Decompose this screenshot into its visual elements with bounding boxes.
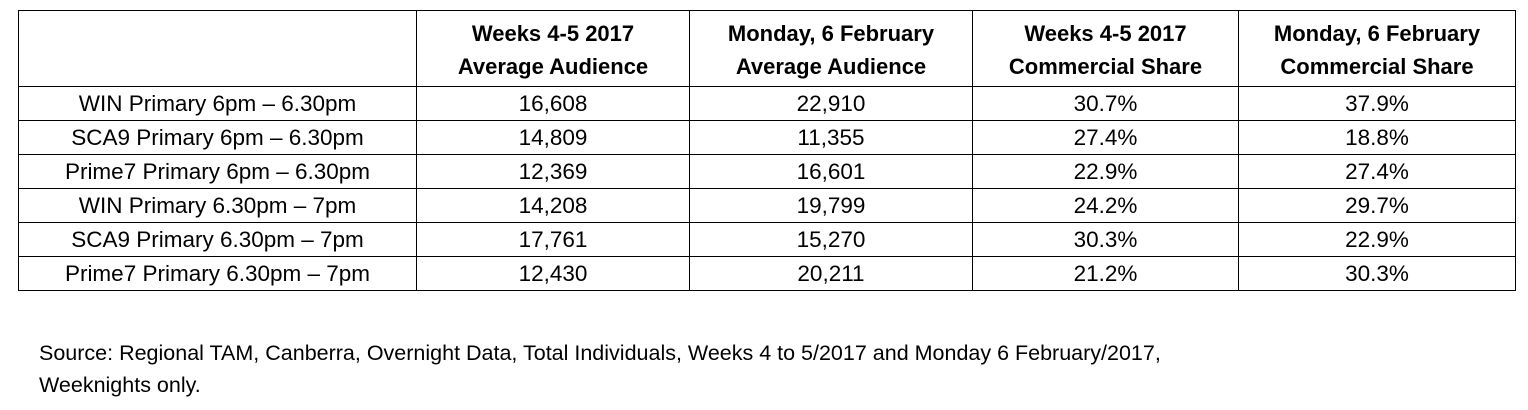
source-note: Source: Regional TAM, Canberra, Overnigh…: [39, 337, 1509, 401]
row-label-cell: WIN Primary 6.30pm – 7pm: [18, 188, 417, 223]
header-line: Commercial Share: [1008, 53, 1203, 79]
table-row: Prime7 Primary 6.30pm – 7pm 12,430 20,21…: [18, 256, 1516, 291]
table-row: SCA9 Primary 6.30pm – 7pm 17,761 15,270 …: [18, 222, 1516, 257]
header-cell-weeks-average-audience: Weeks 4-5 2017 Average Audience: [416, 10, 690, 87]
table-cell: 21.2%: [972, 256, 1239, 291]
header-line: Weeks 4-5 2017: [471, 20, 635, 46]
table-cell: 37.9%: [1238, 86, 1516, 121]
table-cell: 11,355: [689, 120, 973, 155]
table-cell: 27.4%: [1238, 154, 1516, 189]
header-line: Average Audience: [735, 53, 927, 79]
source-note-line: Weeknights only.: [39, 373, 201, 397]
row-label-cell: SCA9 Primary 6.30pm – 7pm: [18, 222, 417, 257]
table-cell: 18.8%: [1238, 120, 1516, 155]
table-header-row: Weeks 4-5 2017 Average Audience Monday, …: [18, 10, 1516, 87]
header-line: Average Audience: [457, 53, 649, 79]
header-line: Commercial Share: [1280, 53, 1474, 79]
table-cell: 22,910: [689, 86, 973, 121]
table-cell: 14,208: [416, 188, 690, 223]
table-cell: 24.2%: [972, 188, 1239, 223]
header-cell-blank: [18, 10, 417, 87]
table-row: WIN Primary 6pm – 6.30pm 16,608 22,910 3…: [18, 86, 1516, 121]
table-cell: 16,608: [416, 86, 690, 121]
row-label-cell: WIN Primary 6pm – 6.30pm: [18, 86, 417, 121]
table-cell: 12,430: [416, 256, 690, 291]
ratings-table-container: Weeks 4-5 2017 Average Audience Monday, …: [18, 10, 1516, 291]
header-cell-monday-average-audience: Monday, 6 February Average Audience: [689, 10, 973, 87]
source-note-line: Source: Regional TAM, Canberra, Overnigh…: [39, 341, 1161, 365]
table-cell: 19,799: [689, 188, 973, 223]
table-cell: 22.9%: [972, 154, 1239, 189]
table-cell: 22.9%: [1238, 222, 1516, 257]
table-cell: 20,211: [689, 256, 973, 291]
table-cell: 12,369: [416, 154, 690, 189]
ratings-table: Weeks 4-5 2017 Average Audience Monday, …: [18, 10, 1516, 291]
table-cell: 15,270: [689, 222, 973, 257]
table-row: SCA9 Primary 6pm – 6.30pm 14,809 11,355 …: [18, 120, 1516, 155]
header-cell-weeks-commercial-share: Weeks 4-5 2017 Commercial Share: [972, 10, 1239, 87]
table-cell: 30.3%: [1238, 256, 1516, 291]
header-line: Monday, 6 February: [1273, 20, 1481, 46]
table-row: Prime7 Primary 6pm – 6.30pm 12,369 16,60…: [18, 154, 1516, 189]
table-cell: 27.4%: [972, 120, 1239, 155]
table-row: WIN Primary 6.30pm – 7pm 14,208 19,799 2…: [18, 188, 1516, 223]
row-label-cell: SCA9 Primary 6pm – 6.30pm: [18, 120, 417, 155]
table-cell: 14,809: [416, 120, 690, 155]
row-label-cell: Prime7 Primary 6.30pm – 7pm: [18, 256, 417, 291]
header-line: Weeks 4-5 2017: [1024, 20, 1187, 46]
header-cell-monday-commercial-share: Monday, 6 February Commercial Share: [1238, 10, 1516, 87]
header-line: Monday, 6 February: [727, 20, 935, 46]
row-label-cell: Prime7 Primary 6pm – 6.30pm: [18, 154, 417, 189]
table-cell: 17,761: [416, 222, 690, 257]
table-cell: 16,601: [689, 154, 973, 189]
table-cell: 30.3%: [972, 222, 1239, 257]
table-cell: 30.7%: [972, 86, 1239, 121]
table-cell: 29.7%: [1238, 188, 1516, 223]
